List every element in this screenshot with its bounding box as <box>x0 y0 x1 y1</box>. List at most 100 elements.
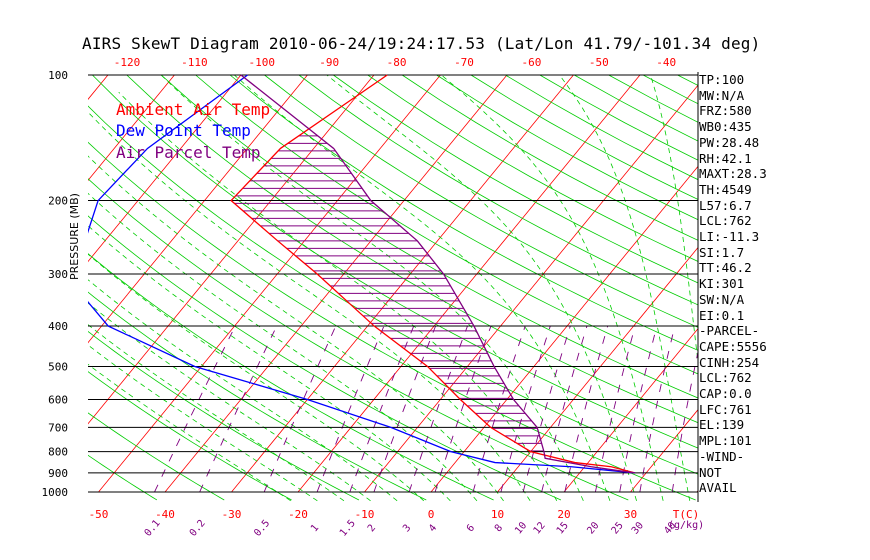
top-temp-tick-label: -80 <box>387 56 407 69</box>
pressure-tick-label: 600 <box>48 393 68 406</box>
stat-item: LCL:762 <box>699 213 752 229</box>
stat-item: CAPE:5556 <box>699 338 767 354</box>
top-temp-tick-label: -90 <box>319 56 339 69</box>
dry-adiabat-line <box>401 74 698 241</box>
dry-adiabat-line <box>229 74 698 351</box>
stat-item: MPL:101 <box>699 433 752 449</box>
pressure-tick-label: 800 <box>48 446 68 459</box>
stat-item: LI:-11.3 <box>699 229 760 244</box>
isotherm-line <box>830 75 870 492</box>
dry-adiabat-line <box>126 74 698 424</box>
mixing-ratio-line <box>408 325 468 493</box>
stat-item: TT:46.2 <box>699 260 752 276</box>
top-temp-tick-label: -100 <box>249 56 276 69</box>
dry-adiabat-line <box>88 371 292 501</box>
isotherm-line <box>0 75 41 492</box>
top-temp-tick-label: -50 <box>589 56 609 69</box>
y-axis-label: PRESSURE (MB) <box>68 193 81 280</box>
mixing-ratio-tick-label: 0.5 <box>252 518 272 539</box>
top-temp-tick-label: -120 <box>114 56 141 69</box>
top-temp-tick-label: -110 <box>181 56 208 69</box>
pressure-tick-label: 400 <box>48 320 68 333</box>
dry-adiabat-line <box>88 330 360 501</box>
isotherm-line <box>164 74 508 493</box>
dry-adiabat-line <box>436 74 698 221</box>
mixing-ratio-tick-label: 6 <box>465 523 477 535</box>
mixing-ratio-tick-label: 25 <box>610 520 626 536</box>
stat-item: CAP:0.0 <box>699 386 752 401</box>
stat-item: CINH:254 <box>699 354 760 370</box>
dry-adiabat-line <box>160 74 698 399</box>
pressure-tick-label: 1000 <box>42 486 69 499</box>
mixing-ratio-tick-label: 10 <box>513 520 529 536</box>
isotherm-line <box>364 84 698 493</box>
top-temp-tick-label: -60 <box>521 56 541 69</box>
chart-title: AIRS SkewT Diagram 2010-06-24/19:24:17.5… <box>82 34 761 53</box>
pressure-tick-label: 500 <box>48 360 68 373</box>
dry-adiabat-line <box>367 74 698 262</box>
isotherm-line <box>630 409 698 493</box>
isotherm-line <box>88 74 175 182</box>
bottom-temp-tick-label: -20 <box>288 508 308 521</box>
moist-adiabat-line <box>88 363 291 502</box>
top-temp-tick-label: -40 <box>656 56 676 69</box>
moist-adiabat-line <box>118 91 558 502</box>
stat-item: TP:100 <box>699 72 745 87</box>
stat-item: MAXT:28.3 <box>699 166 767 182</box>
dry-adiabat-line <box>88 291 427 501</box>
pressure-tick-label: 300 <box>48 268 68 281</box>
stat-item: LFC:761 <box>699 401 752 417</box>
stat-item: L57:6.7 <box>699 197 752 213</box>
moist-adiabat-line <box>88 111 531 502</box>
pressure-tick-label: 900 <box>48 467 68 480</box>
moist-adiabat-line <box>88 253 425 502</box>
moist-adiabat-line <box>326 74 637 501</box>
dry-adiabat-line <box>264 74 698 328</box>
stat-item: NOT <box>699 464 722 480</box>
dry-adiabat-line <box>746 75 870 500</box>
moist-adiabat-line <box>88 225 451 502</box>
legend-ambient-air-temp: Ambient Air Temp <box>116 100 271 119</box>
mixing-ratio-tick-label: 1.5 <box>338 518 358 539</box>
dry-adiabat-line <box>195 74 698 375</box>
dry-adiabat-line <box>333 74 698 284</box>
isotherm-line <box>497 246 698 493</box>
stat-item: SW:N/A <box>699 291 745 307</box>
stat-item: -WIND- <box>699 448 745 464</box>
series-line-air-parcel-temp <box>240 74 635 474</box>
isotherm-line <box>563 327 698 493</box>
stat-item: FRZ:580 <box>699 103 752 119</box>
dry-adiabat-line <box>505 74 698 181</box>
series-line-dew-point-temp <box>88 74 635 474</box>
dry-adiabat-line <box>88 412 225 501</box>
mixing-ratio-line <box>199 325 278 493</box>
isotherm-line <box>764 75 870 492</box>
mixing-ratio-tick-label: 12 <box>532 520 548 536</box>
bottom-temp-tick-label: 20 <box>557 508 570 521</box>
bottom-temp-tick-label: -40 <box>155 508 175 521</box>
mixing-ratio-tick-label: 1 <box>309 523 321 535</box>
pressure-tick-label: 700 <box>48 421 68 434</box>
moist-adiabat-line <box>234 74 611 501</box>
moist-adiabat-line <box>559 74 691 501</box>
legend-air-parcel-temp: Air Parcel Temp <box>116 143 261 162</box>
stat-item: KI:301 <box>699 276 745 292</box>
bottom-temp-tick-label: 30 <box>624 508 637 521</box>
stat-item: PW:28.48 <box>699 134 760 150</box>
series-line-ambient-air-temp <box>230 74 636 474</box>
bottom-temp-tick-label: -10 <box>355 508 375 521</box>
moist-adiabat-line <box>88 279 398 502</box>
mixing-ratio-tick-label: 4 <box>427 523 439 535</box>
moist-adiabat-line <box>650 74 698 366</box>
mixing-ratio-line <box>434 325 492 493</box>
mixing-ratio-tick-label: 30 <box>630 520 646 536</box>
stat-item: MW:N/A <box>699 87 745 103</box>
stat-item: -PARCEL- <box>699 323 760 339</box>
moist-adiabat-line <box>441 74 664 501</box>
dry-adiabat-line <box>88 215 562 501</box>
mixing-ratio-line <box>639 325 676 493</box>
bottom-temp-tick-label: -30 <box>222 508 242 521</box>
mixing-ratio-tick-label: 2 <box>366 523 378 535</box>
pressure-tick-label: 200 <box>48 195 68 208</box>
